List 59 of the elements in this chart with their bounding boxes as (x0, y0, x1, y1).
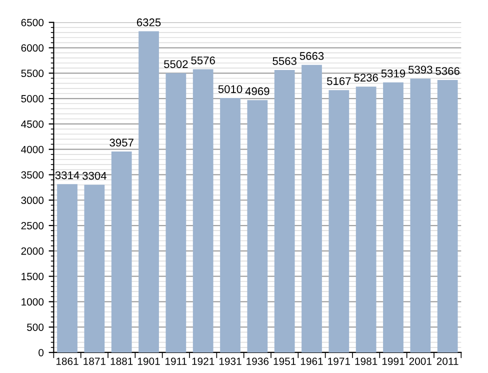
data-label: 6325 (136, 18, 161, 26)
data-label: 5502 (164, 60, 188, 68)
x-tick-label: 1861 (56, 358, 78, 365)
data-label: 5663 (300, 52, 324, 60)
y-tick-label: 4500 (21, 120, 44, 128)
y-tick-label: 1500 (22, 272, 44, 280)
bar (383, 82, 404, 352)
bar (166, 73, 186, 352)
data-label: 4969 (245, 87, 270, 96)
x-tick-label: 1936 (246, 358, 269, 365)
y-tick-label: 1000 (22, 298, 44, 306)
bar (410, 78, 431, 352)
y-tick-label: 5500 (21, 70, 44, 78)
bar (84, 184, 105, 352)
data-label: 5319 (381, 70, 406, 78)
y-tick-label: 0 (38, 348, 44, 356)
x-tick-label: 1981 (355, 358, 378, 365)
x-tick-label: 1951 (274, 358, 296, 365)
y-tick-label: 3000 (21, 196, 44, 204)
y-tick-label: 4000 (21, 146, 44, 154)
bar (192, 69, 214, 352)
x-tick-label: 1871 (84, 358, 106, 365)
data-label: 5393 (408, 66, 432, 74)
bar (356, 86, 376, 352)
bar (302, 64, 322, 352)
bar (328, 90, 350, 352)
x-tick-label: 1931 (219, 358, 242, 365)
data-label: 5167 (327, 77, 351, 86)
bar (138, 31, 159, 352)
bar (220, 98, 240, 352)
data-label: 5010 (218, 85, 242, 94)
data-label: 3304 (82, 172, 106, 180)
x-tick-label: 2011 (436, 358, 458, 365)
x-tick-label: 1881 (110, 358, 133, 365)
x-tick-label: 1921 (192, 358, 214, 365)
bar (274, 70, 295, 352)
x-tick-label: 1971 (328, 358, 350, 365)
bar (111, 152, 132, 352)
data-label: 5576 (191, 56, 215, 64)
bar (57, 184, 78, 352)
y-tick-label: 2000 (21, 247, 44, 255)
data-label: 3957 (110, 138, 134, 147)
y-tick-label: 6000 (21, 44, 44, 52)
x-tick-label: 1911 (166, 358, 187, 365)
y-tick-label: 3500 (21, 171, 44, 179)
y-tick-label: 5000 (21, 95, 44, 102)
x-tick-label: 1991 (382, 358, 404, 365)
data-label: 5366 (436, 67, 460, 75)
y-tick-label: 500 (26, 324, 44, 331)
x-tick-label: 1901 (138, 358, 160, 365)
data-label: 5236 (354, 74, 378, 82)
y-tick-label: 2500 (21, 222, 44, 230)
x-tick-label: 1961 (300, 358, 323, 365)
bar (247, 100, 268, 352)
bar (437, 80, 458, 352)
data-label: 3314 (55, 171, 80, 180)
y-tick-label: 6500 (21, 18, 44, 26)
data-label: 5563 (272, 57, 296, 65)
x-tick-label: 2001 (409, 358, 432, 365)
